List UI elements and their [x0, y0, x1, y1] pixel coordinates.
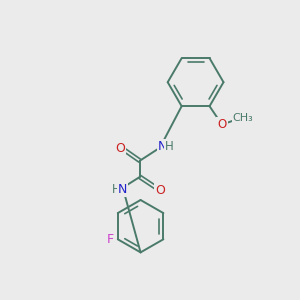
Text: O: O	[155, 184, 165, 196]
Text: H: H	[165, 140, 174, 153]
Text: N: N	[118, 183, 128, 196]
Text: O: O	[217, 118, 226, 131]
Text: N: N	[158, 140, 167, 153]
Text: H: H	[112, 183, 121, 196]
Text: O: O	[116, 142, 125, 155]
Text: CH₃: CH₃	[232, 113, 253, 123]
Text: F: F	[106, 233, 114, 246]
